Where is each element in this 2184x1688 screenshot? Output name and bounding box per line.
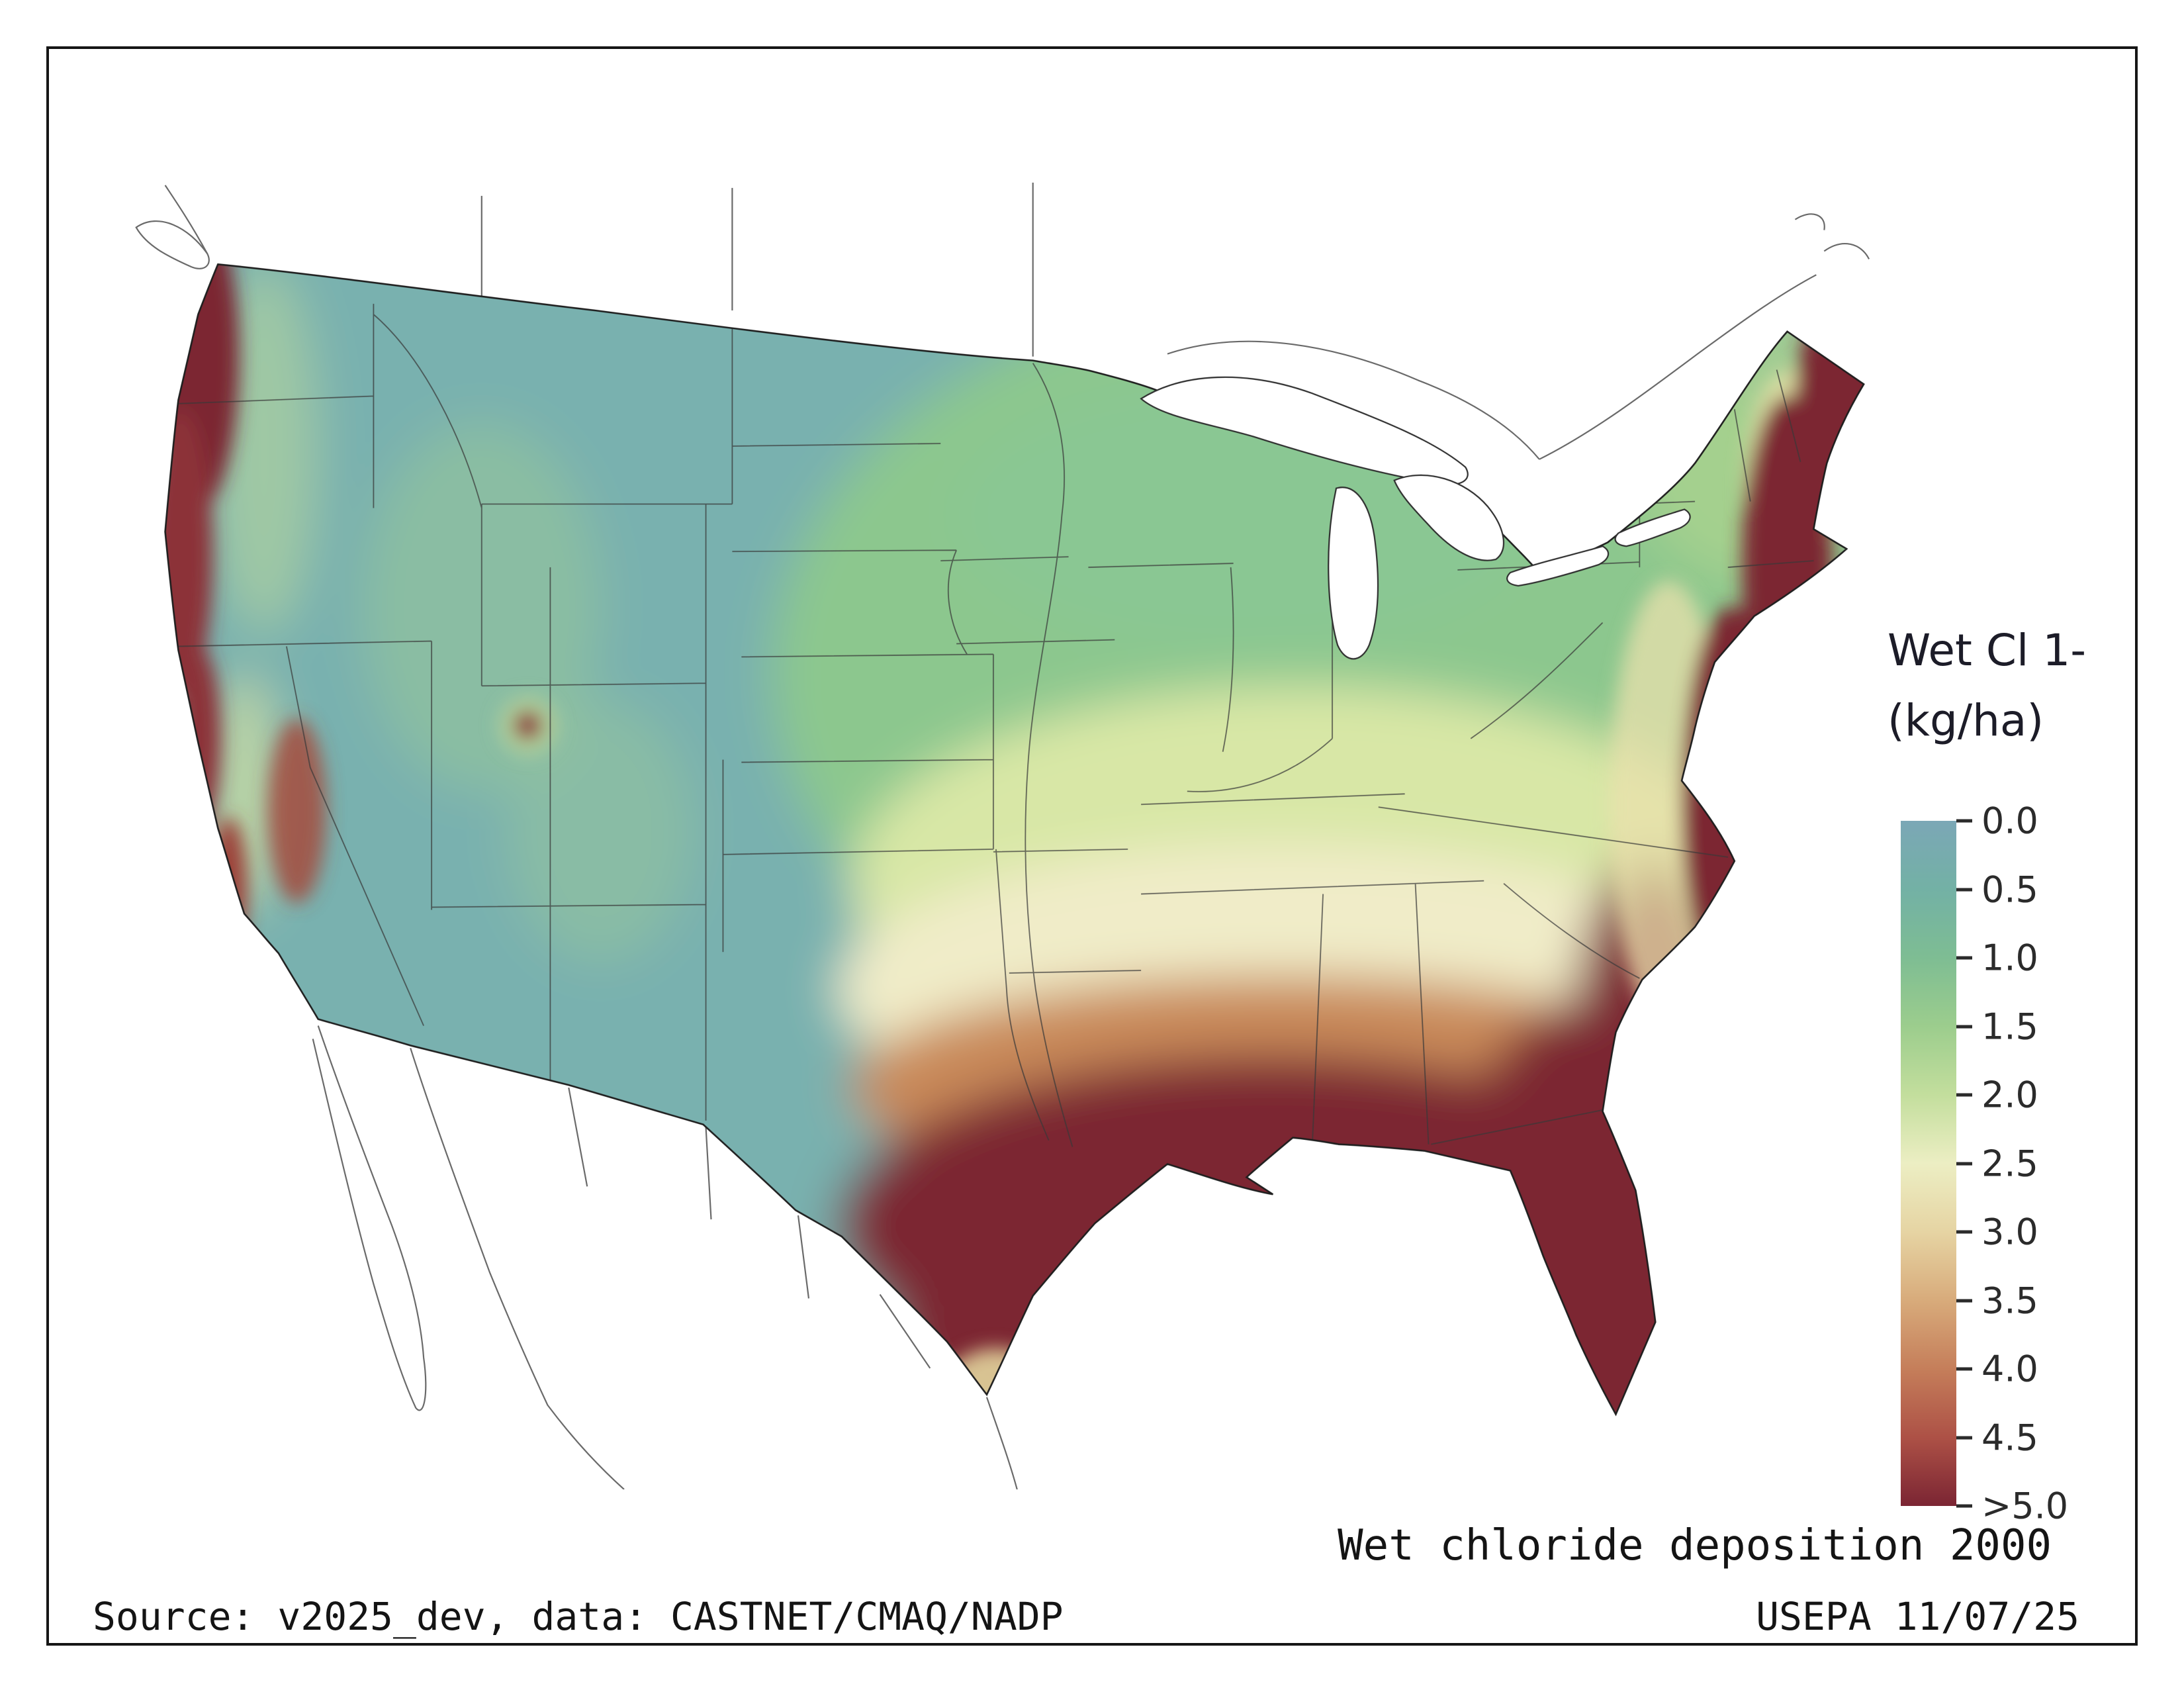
tick-mark xyxy=(1956,1504,1972,1508)
legend-tick: 3.5 xyxy=(1956,1280,2038,1321)
tick-label: 0.5 xyxy=(1981,868,2038,910)
tick-mark xyxy=(1956,1093,1972,1097)
legend-tick: 4.0 xyxy=(1956,1348,2038,1390)
legend-tick: 0.0 xyxy=(1956,800,2038,842)
legend-tick: 1.5 xyxy=(1956,1006,2038,1047)
tick-label: 1.5 xyxy=(1981,1006,2038,1047)
tick-label: 3.0 xyxy=(1981,1211,2038,1253)
legend-tick: 1.0 xyxy=(1956,937,2038,979)
credit-caption: USEPA 11/07/25 xyxy=(1756,1594,2079,1639)
source-caption: Source: v2025_dev, data: CASTNET/CMAQ/NA… xyxy=(93,1594,1064,1639)
tick-label: 2.5 xyxy=(1981,1143,2038,1184)
legend-title-line2: (kg/ha) xyxy=(1888,694,2044,746)
legend-tick: 2.0 xyxy=(1956,1074,2038,1116)
legend-title: Wet Cl 1- (kg/ha) xyxy=(1888,616,2086,755)
legend-ticks: 0.0 0.5 1.0 1.5 2.0 2.5 3.0 3.5 4.0 4.5 >5.0 xyxy=(1956,800,2128,1527)
legend-tick: 4.5 xyxy=(1956,1417,2038,1458)
tick-mark xyxy=(1956,1436,1972,1439)
legend-tick: 3.0 xyxy=(1956,1211,2038,1253)
tick-mark xyxy=(1956,1230,1972,1234)
legend-title-line1: Wet Cl 1- xyxy=(1888,625,2087,676)
tick-label: 0.0 xyxy=(1981,800,2038,842)
tick-mark xyxy=(1956,956,1972,960)
legend-tick: 2.5 xyxy=(1956,1143,2038,1184)
legend-colorbar xyxy=(1901,821,1956,1506)
tick-label: 4.0 xyxy=(1981,1348,2038,1390)
great-lakes xyxy=(1140,376,1691,660)
tick-label: 1.0 xyxy=(1981,937,2038,979)
tick-mark xyxy=(1956,888,1972,891)
tick-label: 4.5 xyxy=(1981,1417,2038,1458)
tick-label: >5.0 xyxy=(1981,1485,2069,1527)
tick-mark xyxy=(1956,1367,1972,1371)
map-caption: Wet chloride deposition 2000 xyxy=(1338,1521,2052,1570)
us-deposition-map xyxy=(135,182,1870,1489)
tick-label: 2.0 xyxy=(1981,1074,2038,1116)
tick-mark xyxy=(1956,1162,1972,1165)
tick-mark xyxy=(1956,1299,1972,1302)
tick-mark xyxy=(1956,819,1972,823)
tick-label: 3.5 xyxy=(1981,1280,2038,1321)
neighbor-country-outlines xyxy=(135,182,1870,1489)
legend-tick: >5.0 xyxy=(1956,1485,2068,1527)
deposition-raster xyxy=(165,264,1864,1415)
legend-tick: 0.5 xyxy=(1956,868,2038,910)
figure-frame xyxy=(46,46,2138,1646)
tick-mark xyxy=(1956,1025,1972,1028)
